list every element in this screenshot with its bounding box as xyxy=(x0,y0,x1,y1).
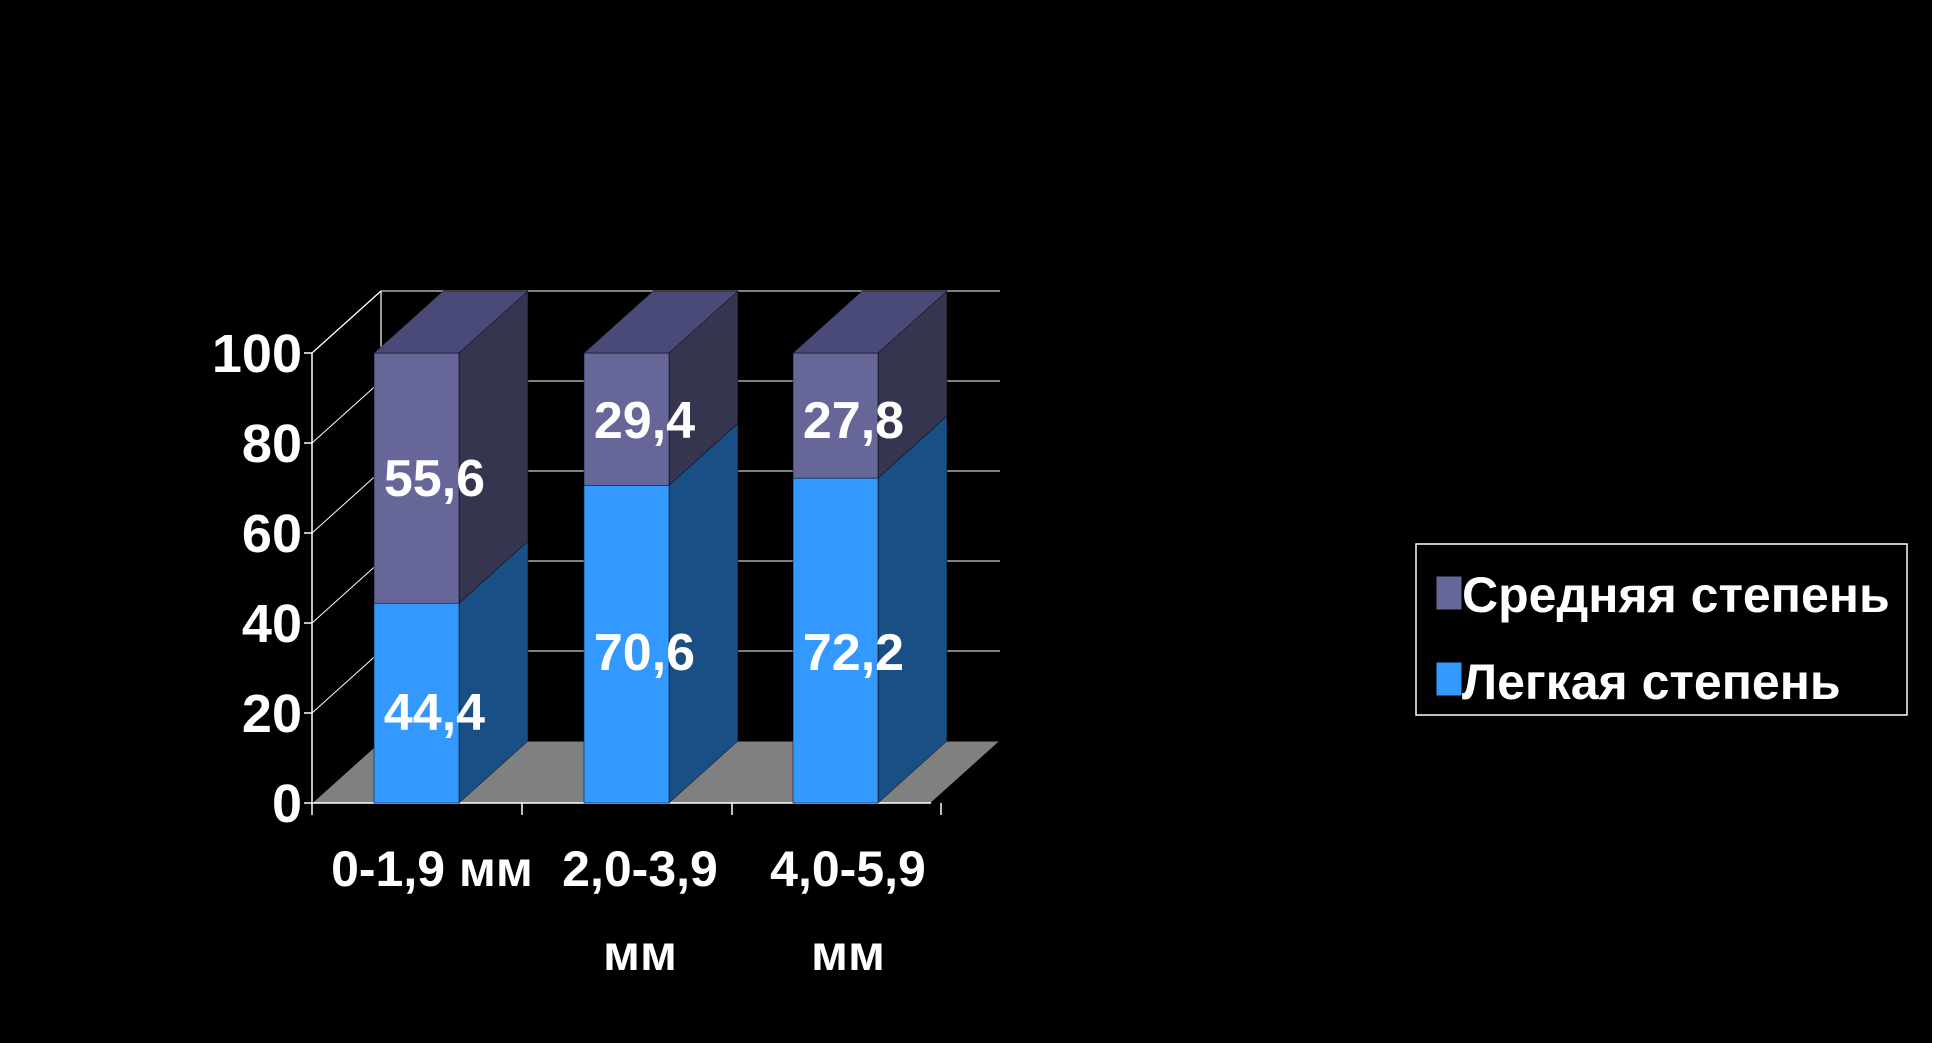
side-gridline xyxy=(311,470,382,534)
data-label: 70,6 xyxy=(594,624,695,682)
side-gridline xyxy=(311,290,382,354)
axes: 0 20 40 60 80 100 0-1,9 мм 2,0-3,9 мм 4,0-5,9 мм xyxy=(212,324,942,981)
legend-swatch-light xyxy=(1435,661,1463,697)
data-label: 29,4 xyxy=(594,392,695,450)
data-label: 55,6 xyxy=(384,450,485,508)
x-category-label: 0-1,9 мм xyxy=(331,841,533,897)
bar-segment xyxy=(373,352,460,604)
side-gridline xyxy=(311,560,382,624)
bar-segment xyxy=(792,352,879,479)
x-category-label: 2,0-3,9 xyxy=(562,841,718,897)
bar-segment xyxy=(583,485,670,804)
legend-swatch-medium xyxy=(1435,575,1463,611)
bar-side-face xyxy=(877,415,948,804)
bar-top-face xyxy=(373,290,529,354)
data-label: 72,2 xyxy=(803,624,904,682)
y-tick-label: 60 xyxy=(242,504,302,564)
x-category-label: мм xyxy=(811,925,885,981)
y-tick-label: 100 xyxy=(212,324,302,384)
bar-top-face xyxy=(583,290,739,354)
legend-label-medium: Средняя степень xyxy=(1462,567,1890,623)
bar-top-face xyxy=(792,290,948,354)
side-gridline xyxy=(311,650,382,714)
side-gridline xyxy=(311,380,382,444)
legend-label-light: Легкая степень xyxy=(1462,654,1841,710)
y-tick-label: 80 xyxy=(242,414,302,474)
y-tick-label: 20 xyxy=(242,684,302,744)
bar-side-face xyxy=(668,422,739,804)
legend-frame xyxy=(1415,543,1908,716)
data-label: 44,4 xyxy=(384,684,485,742)
bars xyxy=(373,290,948,804)
bar-segment xyxy=(792,477,879,804)
x-category-label: мм xyxy=(603,925,677,981)
data-labels: 44,4 55,6 70,6 29,4 72,2 27,8 xyxy=(384,392,904,742)
data-label: 27,8 xyxy=(803,392,904,450)
y-tick-label: 0 xyxy=(272,774,302,834)
bar-segment xyxy=(373,602,460,804)
legend: Средняя степень Легкая степень xyxy=(1415,543,1908,716)
chart-walls xyxy=(311,290,382,803)
x-category-label: 4,0-5,9 xyxy=(770,841,926,897)
y-tick-label: 40 xyxy=(242,594,302,654)
bar-segment xyxy=(583,352,670,486)
